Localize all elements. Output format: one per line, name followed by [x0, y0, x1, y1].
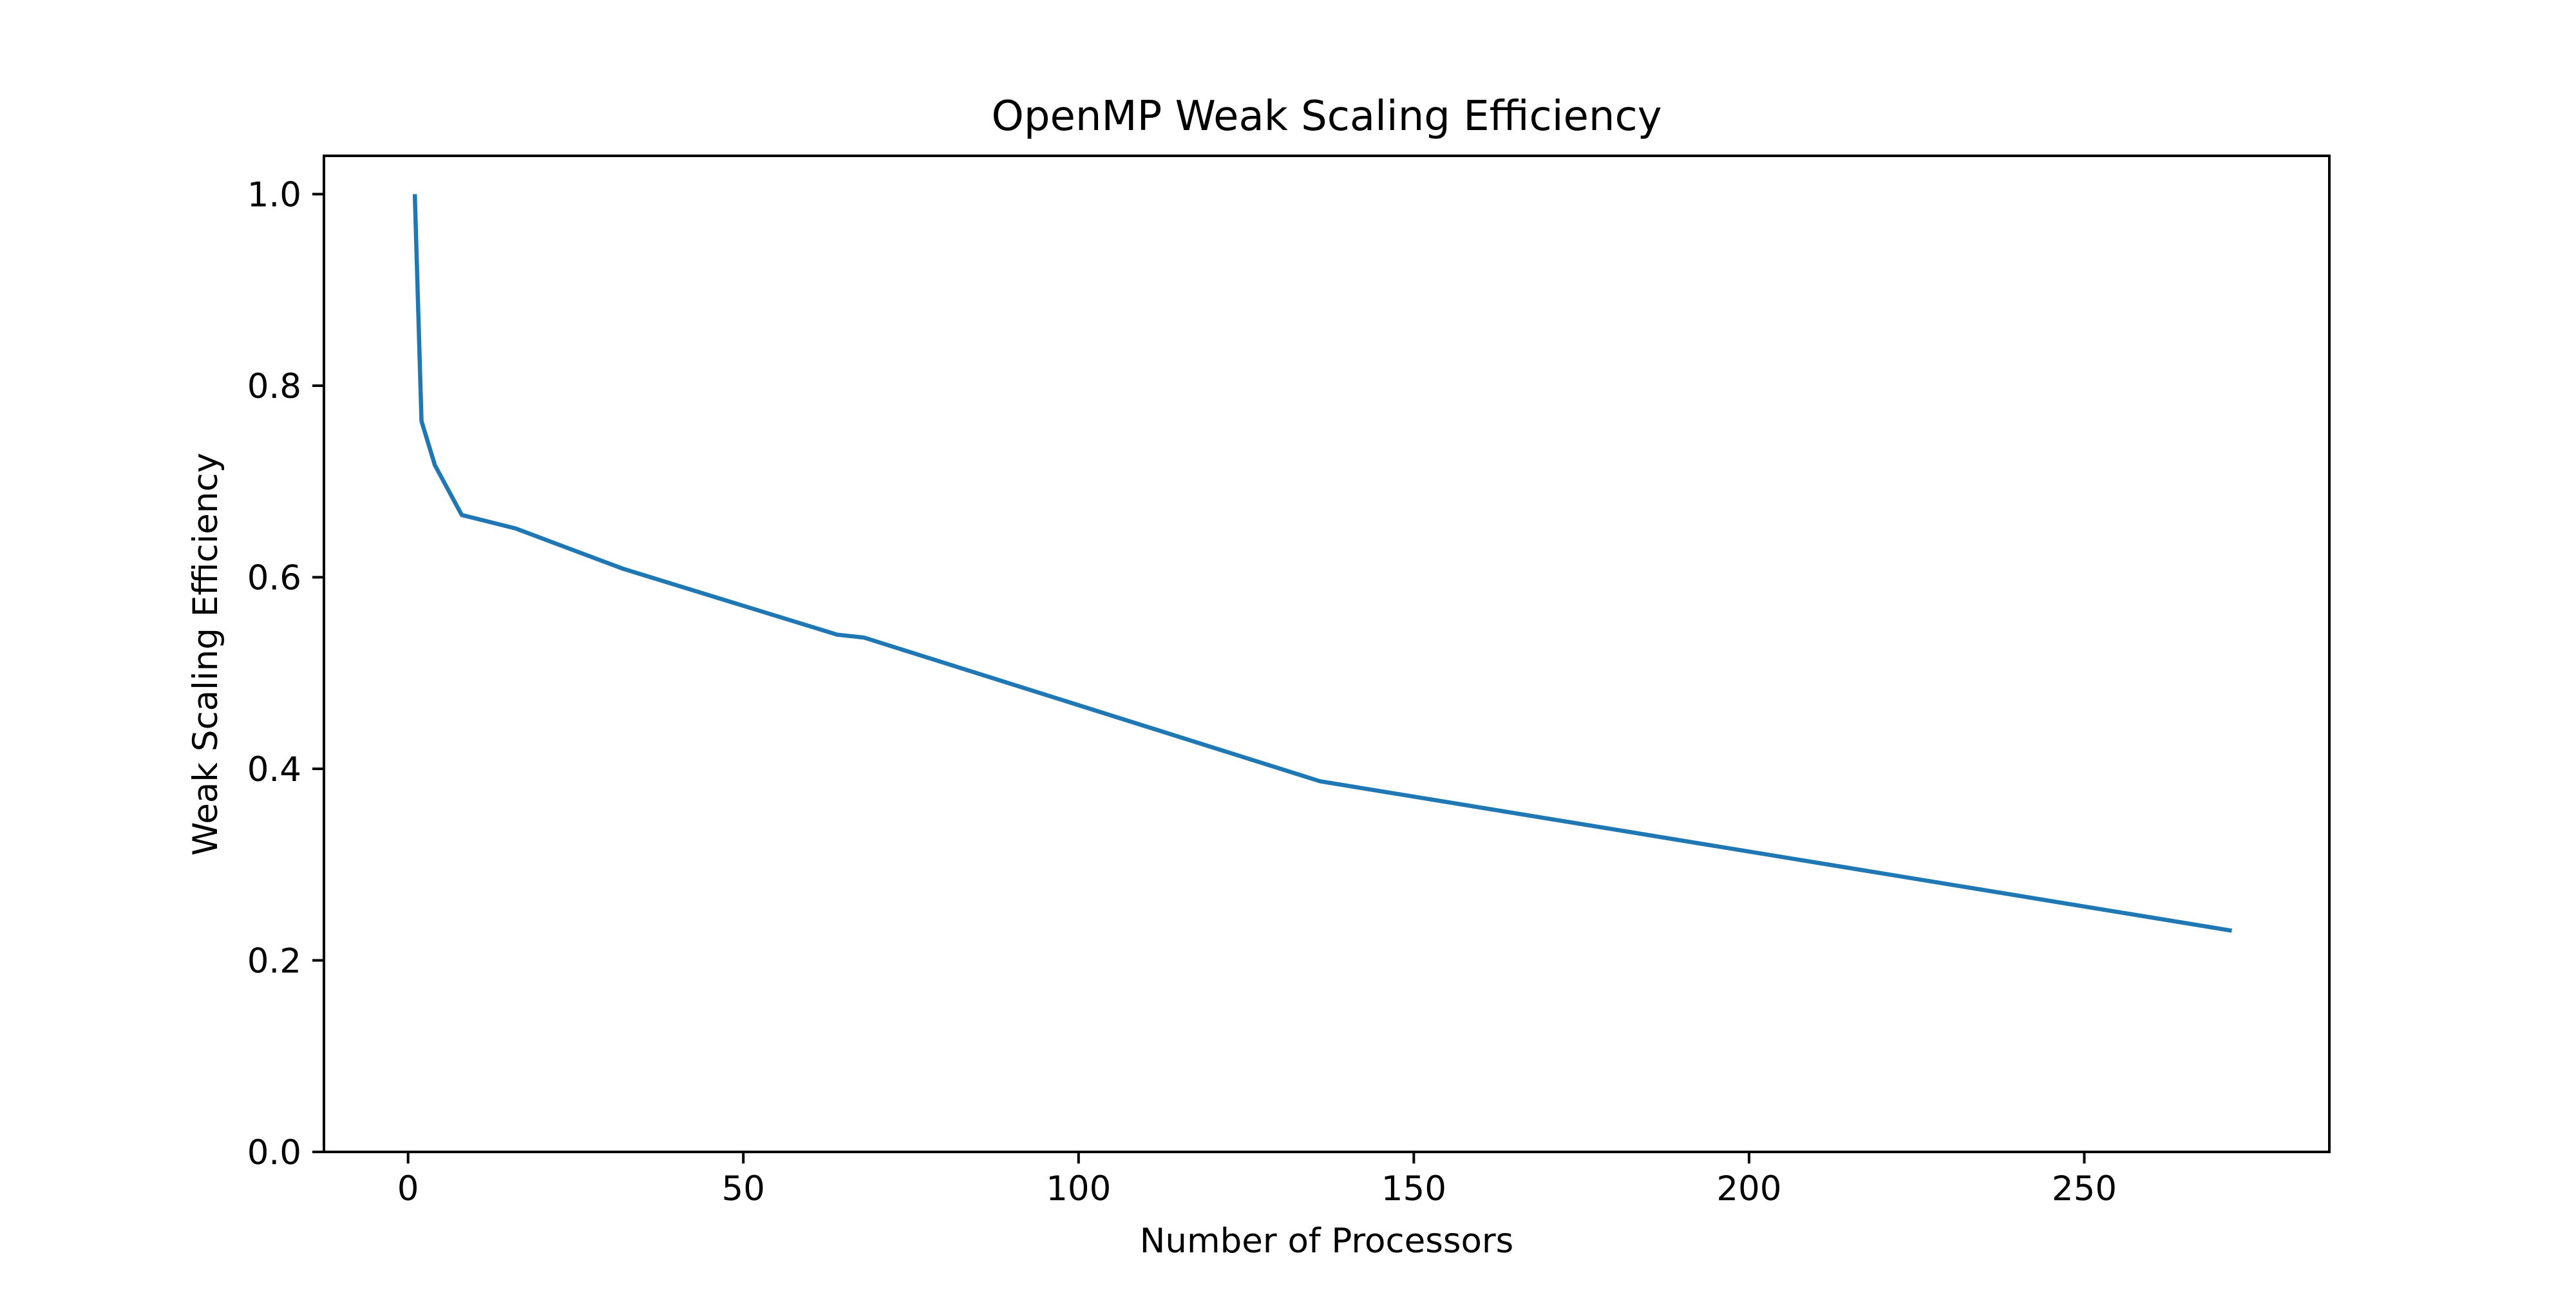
x-tick-label: 250	[2052, 1169, 2117, 1209]
x-tick-label: 100	[1046, 1169, 1111, 1209]
x-axis-label: Number of Processors	[1140, 1221, 1514, 1261]
chart-title: OpenMP Weak Scaling Efficiency	[991, 93, 1662, 140]
y-tick-label: 0.6	[247, 559, 301, 598]
y-axis-label: Weak Scaling Efficiency	[186, 453, 225, 856]
y-tick-label: 1.0	[247, 176, 301, 215]
x-tick-label: 150	[1381, 1169, 1446, 1209]
x-tick-label: 50	[721, 1169, 764, 1209]
y-tick-label: 0.4	[247, 750, 301, 789]
x-tick-label: 0	[397, 1169, 419, 1209]
y-tick-label: 0.0	[247, 1133, 301, 1173]
y-tick-label: 0.8	[247, 367, 301, 406]
y-tick-label: 0.2	[247, 942, 301, 981]
x-tick-label: 200	[1716, 1169, 1781, 1209]
